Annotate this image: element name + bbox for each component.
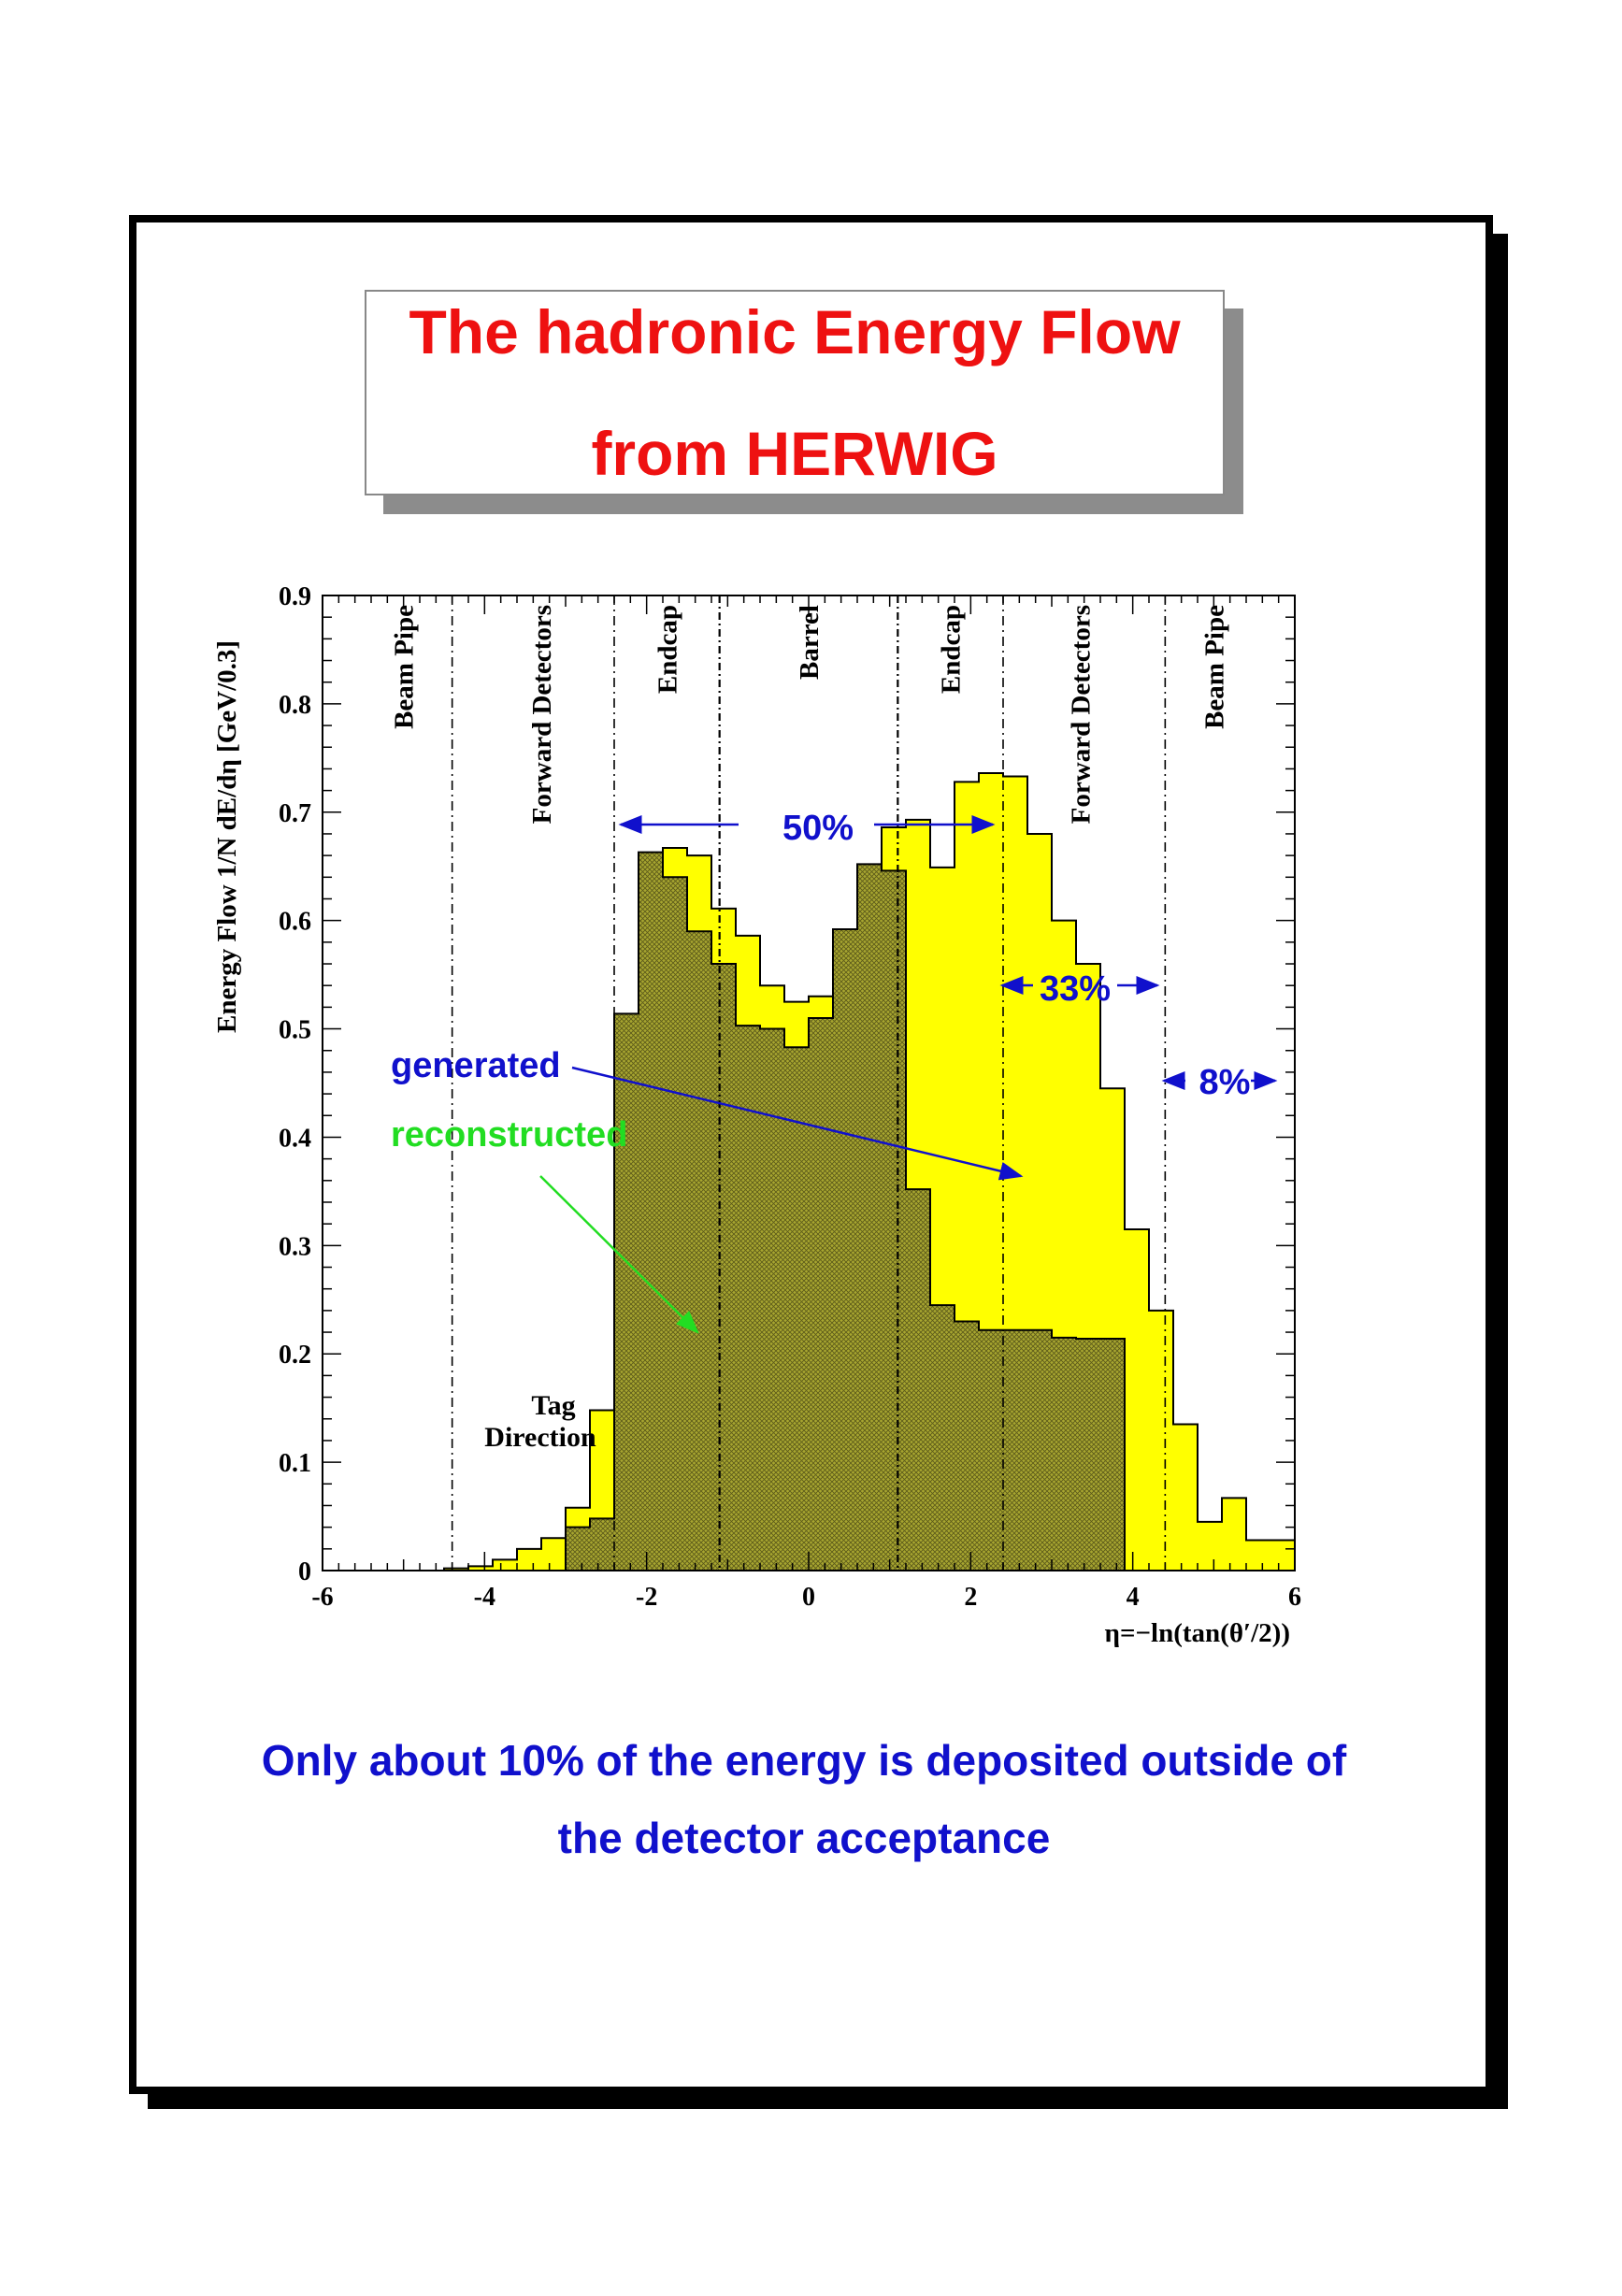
region-label: Endcap	[653, 605, 682, 694]
reconstructed-bar	[1052, 1337, 1076, 1571]
region-label: Forward Detectors	[1066, 605, 1096, 824]
region-label: Beam Pipe	[1199, 605, 1229, 729]
reconstructed-bar	[784, 1047, 809, 1571]
reconstructed-bar	[590, 1518, 614, 1571]
reconstructed-bar	[979, 1329, 1003, 1571]
generated-arrow	[571, 1066, 1024, 1181]
caption-line-1: Only about 10% of the energy is deposite…	[261, 1736, 1347, 1785]
reconstructed-histogram	[565, 851, 1295, 1571]
x-tick-label: -2	[636, 1583, 657, 1612]
tag-direction-line-2: Direction	[484, 1422, 596, 1453]
reconstructed-bar	[955, 1321, 979, 1571]
reconstructed-bar	[833, 928, 857, 1571]
generated-bar	[1222, 1498, 1246, 1571]
y-tick-label: 0.4	[279, 1124, 311, 1153]
y-tick-label: 0.3	[279, 1232, 311, 1261]
x-tick-label: 2	[964, 1583, 977, 1612]
x-tick-label: 4	[1127, 1583, 1140, 1612]
annotations: 50% 33% 8% generated reconstructed Tag D…	[391, 809, 1278, 1453]
y-tick-label: 0.6	[279, 908, 311, 937]
reconstructed-bar	[809, 1017, 833, 1571]
region-label: Barrel	[795, 605, 825, 680]
generated-label: generated	[391, 1046, 561, 1085]
generated-bar	[541, 1538, 566, 1571]
region-labels: Beam Pipe Forward Detectors Endcap Barrel En…	[390, 605, 1230, 824]
axes: -6 -4 -2 0 2 4 6 0 0.1 0.2 0.3 0.4 0.5 0.6 0.7 0.8 0.9	[279, 582, 1301, 1612]
y-tick-label: 0.9	[279, 582, 311, 611]
generated-bar	[1173, 1424, 1198, 1571]
x-tick-label: -6	[311, 1583, 333, 1612]
reconstructed-bar	[736, 1026, 760, 1571]
generated-bar	[1149, 1310, 1173, 1571]
reconstructed-bar	[663, 877, 687, 1571]
region-label: Endcap	[937, 605, 967, 694]
label-50-percent: 50%	[782, 809, 854, 848]
reconstructed-bar	[760, 1028, 784, 1571]
caption-line-2: the detector acceptance	[557, 1814, 1051, 1862]
region-label: Forward Detectors	[527, 605, 557, 824]
y-tick-label: 0.8	[279, 691, 311, 720]
region-label: Beam Pipe	[390, 605, 420, 729]
generated-bar	[493, 1559, 517, 1571]
reconstructed-bar	[639, 852, 663, 1571]
generated-bar	[1125, 1228, 1149, 1571]
reconstructed-bar	[1076, 1338, 1100, 1571]
title-line-2: from HERWIG	[591, 419, 998, 488]
label-33-percent: 33%	[1040, 969, 1111, 1009]
y-tick-label: 0	[298, 1557, 311, 1586]
y-axis-label: Energy Flow 1/N dE/dη [GeV/0.3]	[212, 640, 242, 1033]
x-axis-label: η=−ln(tan(θ′/2))	[1105, 1618, 1290, 1648]
reconstructed-arrow	[539, 1175, 699, 1334]
x-tick-label: 6	[1288, 1583, 1301, 1612]
reconstructed-outline	[565, 851, 1295, 1571]
tag-direction-line-1: Tag	[531, 1390, 575, 1421]
reconstructed-bar	[857, 864, 882, 1571]
y-tick-label: 0.5	[279, 1016, 311, 1045]
reconstructed-bar	[1003, 1329, 1027, 1571]
axis-labels: Energy Flow 1/N dE/dη [GeV/0.3] η=−ln(ta…	[212, 640, 1290, 1648]
generated-bar	[468, 1566, 493, 1571]
x-tick-label: -4	[474, 1583, 495, 1612]
reconstructed-bar	[566, 1527, 590, 1571]
generated-bar	[1270, 1540, 1295, 1571]
reconstructed-bar	[930, 1305, 955, 1571]
generated-bar	[1198, 1521, 1222, 1571]
reconstructed-bar	[711, 964, 736, 1571]
title-line-1: The hadronic Energy Flow	[409, 297, 1181, 366]
reconstructed-bar	[906, 1189, 930, 1571]
reconstructed-label: reconstructed	[391, 1115, 627, 1155]
reconstructed-bar	[882, 870, 906, 1571]
label-8-percent: 8%	[1199, 1063, 1251, 1102]
generated-bar	[444, 1568, 468, 1571]
generated-bar	[1246, 1540, 1270, 1571]
reconstructed-bar	[1027, 1329, 1052, 1571]
y-tick-label: 0.2	[279, 1341, 311, 1370]
generated-bar	[517, 1548, 541, 1571]
x-tick-label: 0	[802, 1583, 815, 1612]
y-tick-label: 0.7	[279, 799, 311, 828]
reconstructed-bar	[687, 931, 711, 1571]
reconstructed-bar	[1100, 1338, 1125, 1571]
title-box: The hadronic Energy Flow from HERWIG	[365, 290, 1225, 495]
reconstructed-bar	[614, 1013, 639, 1571]
y-tick-label: 0.1	[279, 1449, 311, 1478]
